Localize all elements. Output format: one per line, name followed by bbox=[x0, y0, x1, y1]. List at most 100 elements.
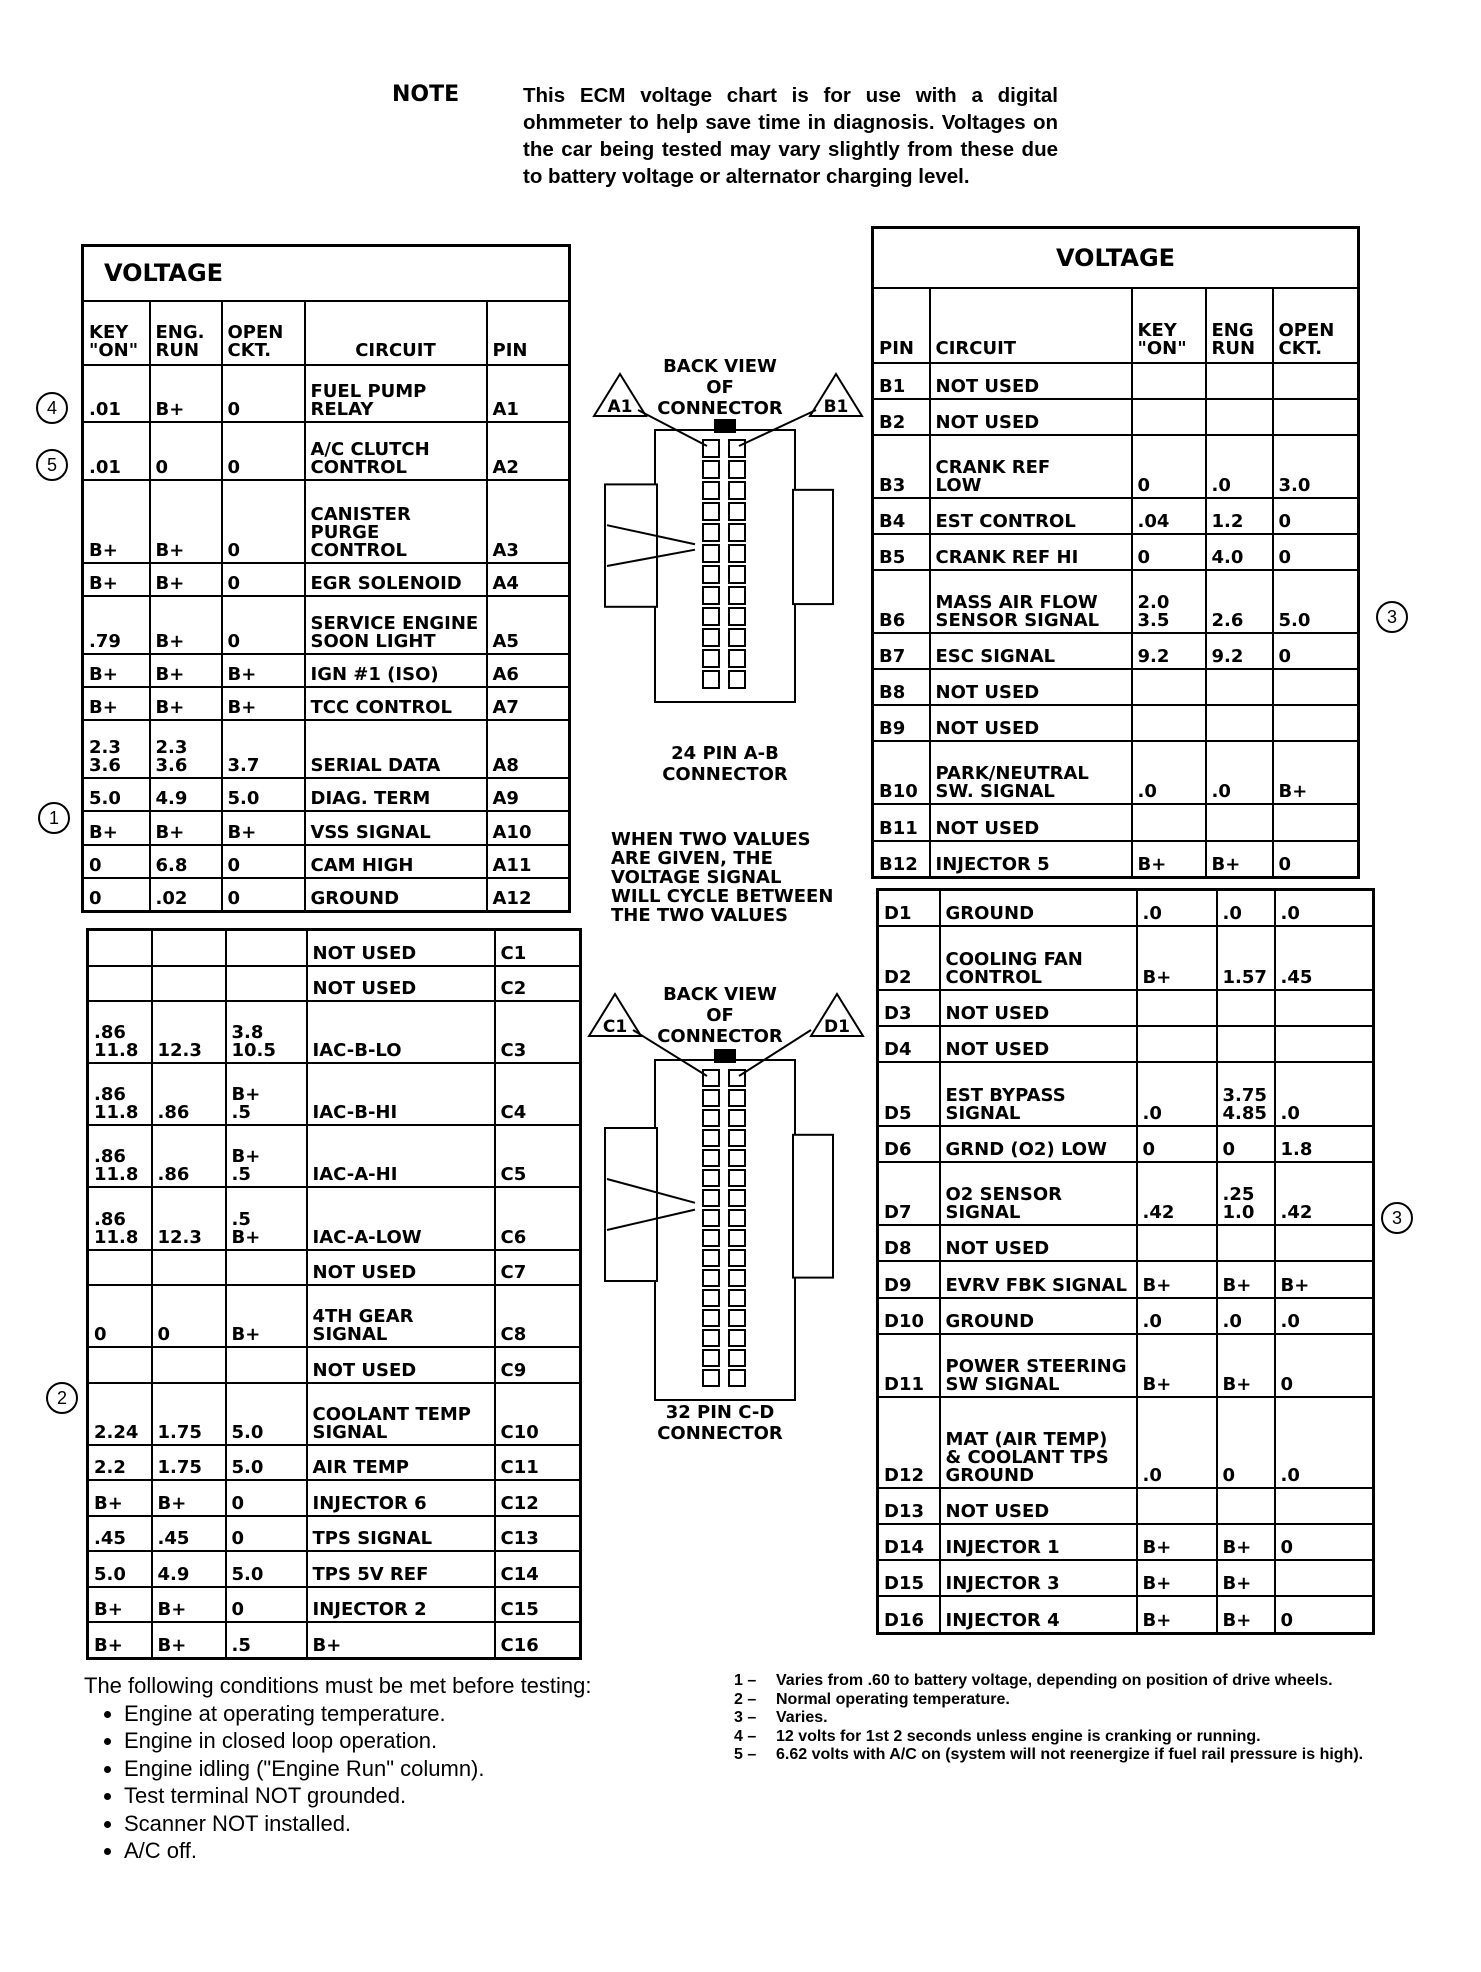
table-row: D14 INJECTOR 1 B+ B+ 0 bbox=[876, 1523, 1375, 1562]
pin-cavity bbox=[702, 523, 720, 542]
cell-open-ckt: B+ bbox=[220, 810, 306, 846]
cell-pin: C5 bbox=[493, 1124, 582, 1189]
cell-key-on: .86 11.8 bbox=[86, 1000, 153, 1065]
cell-circuit: CRANK REF HI bbox=[928, 532, 1133, 571]
pin-cavity bbox=[728, 544, 746, 563]
cell-circuit: NOT USED bbox=[928, 668, 1133, 707]
condition-item: Test terminal NOT grounded. bbox=[124, 1782, 592, 1810]
cell-open-ckt: 0 bbox=[1273, 1595, 1375, 1635]
pin-cavity bbox=[728, 607, 746, 626]
cell-circuit: INJECTOR 2 bbox=[305, 1585, 496, 1624]
cell-open-ckt bbox=[1273, 1025, 1375, 1064]
cell-pin: D12 bbox=[876, 1396, 941, 1489]
cell-key-on bbox=[86, 928, 153, 967]
pin-cavity bbox=[728, 1169, 746, 1187]
cell-eng-run: 6.8 bbox=[148, 843, 223, 879]
pin-cavity bbox=[702, 607, 720, 626]
cell-open-ckt: .5 bbox=[224, 1621, 308, 1660]
cell-circuit: IAC-A-HI bbox=[305, 1124, 496, 1189]
cell-circuit: EVRV FBK SIGNAL bbox=[938, 1260, 1138, 1299]
cell-circuit: CRANK REF LOW bbox=[928, 433, 1133, 499]
cell-pin: B9 bbox=[871, 704, 931, 743]
cell-key-on: 5.0 bbox=[81, 777, 151, 813]
condition-item: Engine at operating temperature. bbox=[124, 1700, 592, 1728]
cell-key-on: .42 bbox=[1135, 1160, 1218, 1227]
tag-right: B1 bbox=[824, 397, 849, 417]
cell-key-on: 5.0 bbox=[86, 1550, 153, 1588]
table-row: B3 CRANK REF LOW 0.0 3.0 bbox=[871, 433, 1360, 499]
cell-eng-run bbox=[1204, 704, 1274, 743]
connector-key bbox=[714, 419, 736, 433]
cell-circuit: DIAG. TERM bbox=[303, 777, 488, 813]
cell-pin: D7 bbox=[876, 1160, 941, 1227]
table-row: .45.45 0 TPS SIGNAL C13 bbox=[86, 1514, 582, 1553]
cell-open-ckt: 0 bbox=[1271, 532, 1360, 571]
cell-eng-run: 4.9 bbox=[148, 777, 223, 813]
cell-eng-run: 1.75 bbox=[150, 1381, 227, 1446]
cell-circuit: NOT USED bbox=[928, 361, 1133, 400]
cell-circuit: B+ bbox=[305, 1621, 496, 1660]
cell-pin: D16 bbox=[876, 1595, 941, 1635]
cell-pin: D4 bbox=[876, 1025, 941, 1064]
cell-key-on bbox=[86, 1346, 153, 1384]
table-row: B2 NOT USED bbox=[871, 397, 1360, 436]
cell-circuit: NOT USED bbox=[938, 1224, 1138, 1263]
cell-pin: C16 bbox=[493, 1621, 582, 1660]
voltage-table-a: VOLTAGE KEY "ON" ENG. RUN OPEN CKT. CIRC… bbox=[81, 244, 572, 913]
cell-pin: B5 bbox=[871, 532, 931, 571]
pin-cavity bbox=[702, 481, 720, 500]
cell-key-on: B+ bbox=[81, 653, 151, 689]
cell-open-ckt: 0 bbox=[220, 363, 306, 424]
pin-cavity bbox=[702, 1249, 720, 1267]
cell-open-ckt bbox=[224, 1248, 308, 1287]
cell-pin: B11 bbox=[871, 803, 931, 842]
cell-eng-run: B+ bbox=[1215, 1332, 1276, 1399]
cell-eng-run: 1.75 bbox=[150, 1443, 227, 1482]
cell-circuit: ESC SIGNAL bbox=[928, 632, 1133, 671]
pin-cavity bbox=[728, 1089, 746, 1107]
table-row: D9 EVRV FBK SIGNAL B+ B+ B+ bbox=[876, 1260, 1375, 1299]
cell-pin: D11 bbox=[876, 1332, 941, 1399]
cell-pin: C13 bbox=[493, 1514, 582, 1553]
cell-eng-run: 3.75 4.85 bbox=[1215, 1061, 1276, 1127]
cell-circuit: EST BYPASS SIGNAL bbox=[938, 1061, 1138, 1127]
tag-pointer-right bbox=[738, 1029, 812, 1077]
cell-circuit: POWER STEERING SW SIGNAL bbox=[938, 1332, 1138, 1399]
cell-circuit: NOT USED bbox=[938, 988, 1138, 1028]
connector-latch-left bbox=[604, 483, 658, 608]
voltage-table-c: NOT USED C1 NOT USED C2.86 11.8 12.3 3.8 10.5… bbox=[86, 928, 582, 1660]
cell-key-on bbox=[86, 964, 153, 1003]
cell-open-ckt: 5.0 bbox=[220, 777, 306, 813]
cell-open-ckt: 0 bbox=[220, 595, 306, 656]
pin-cavity bbox=[728, 523, 746, 542]
cell-eng-run: .86 bbox=[150, 1124, 227, 1189]
pin-cavity bbox=[728, 481, 746, 500]
cell-key-on: .01 bbox=[81, 363, 151, 424]
cell-pin: A10 bbox=[485, 810, 571, 846]
pin-cavity bbox=[702, 1089, 720, 1107]
cell-pin: D14 bbox=[876, 1523, 941, 1562]
cell-circuit: GROUND bbox=[938, 888, 1138, 928]
pin-cavity bbox=[728, 1309, 746, 1327]
cell-open-ckt bbox=[1273, 988, 1375, 1028]
cell-pin: A12 bbox=[485, 876, 571, 913]
cell-pin: D5 bbox=[876, 1061, 941, 1127]
cell-pin: A4 bbox=[485, 562, 571, 598]
table-row: B10 PARK/NEUTRAL SW. SIGNAL .0.0 B+ bbox=[871, 740, 1360, 806]
pin-cavity bbox=[702, 1309, 720, 1327]
cell-circuit: TCC CONTROL bbox=[303, 686, 488, 722]
wire-guide bbox=[606, 1178, 696, 1204]
pin-cavity bbox=[728, 1189, 746, 1207]
cell-pin: D10 bbox=[876, 1296, 941, 1335]
cell-pin: C4 bbox=[493, 1062, 582, 1127]
connector-latch-right bbox=[792, 488, 834, 606]
pin-cavity bbox=[728, 1069, 746, 1087]
cell-open-ckt bbox=[1271, 361, 1360, 400]
cell-circuit: EST CONTROL bbox=[928, 496, 1133, 535]
table-row: B+ B+ B+ VSS SIGNAL A10 bbox=[81, 810, 571, 846]
cell-eng-run: 0 bbox=[150, 1284, 227, 1349]
cell-key-on: B+ bbox=[81, 479, 151, 565]
table-row: 2.3 3.6 2.3 3.6 3.7 SERIAL DATA A8 bbox=[81, 719, 571, 780]
cell-key-on bbox=[1130, 704, 1207, 743]
pin-cavity bbox=[702, 1209, 720, 1227]
